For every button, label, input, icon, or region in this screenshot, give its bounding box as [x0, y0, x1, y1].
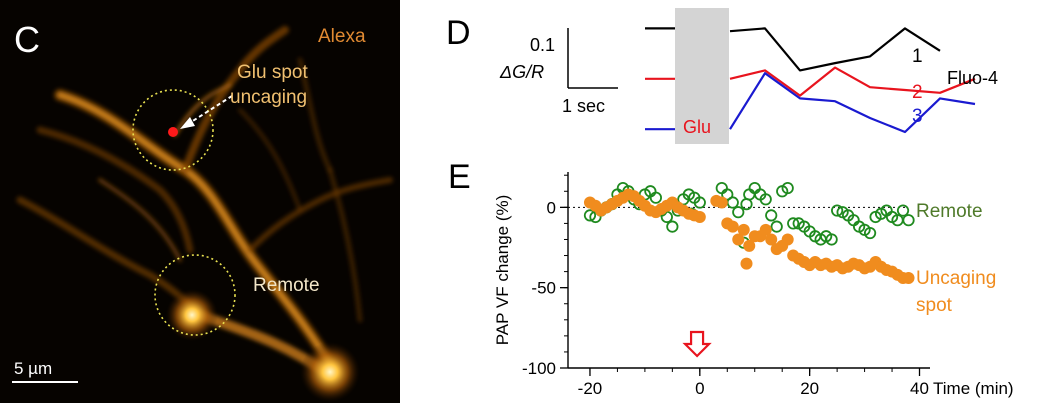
remote-point: [715, 181, 728, 195]
panel-e: E 0 -50 -100 -20 0 20 40 Time (min) PAP VF chang…: [448, 158, 1014, 398]
time-scale-label: 1 sec: [562, 96, 605, 116]
panel-c-letter: C: [14, 19, 40, 60]
panel-e-letter: E: [448, 158, 471, 196]
series-label-remote: Remote: [916, 201, 983, 222]
remote-point: [721, 188, 734, 201]
scale-bar-label: 5 µm: [14, 359, 52, 378]
uncaging-label: uncaging: [230, 87, 307, 108]
remote-point: [649, 191, 662, 204]
trace-label-2: 2: [912, 82, 923, 103]
x-tick-label: 20: [800, 379, 819, 398]
dashed-arrow-icon: [180, 95, 233, 129]
panel-c: C Alexa Glu spot uncaging Remote 5 µm: [0, 0, 400, 403]
trace-label-1: 1: [912, 46, 923, 67]
remote-point: [726, 196, 739, 209]
glu-stimulus-box: [675, 8, 729, 144]
trace-label-3: 3: [912, 106, 923, 127]
uncaging-point: [781, 233, 794, 246]
remote-point: [902, 214, 915, 227]
remote-point: [765, 209, 778, 222]
y-tick-label: 0: [547, 198, 556, 217]
bright-soma-bottom: [300, 342, 360, 402]
remote-point: [770, 220, 783, 233]
uncaging-point: [726, 220, 739, 233]
uncaging-point: [740, 257, 753, 270]
x-tick-label: -20: [578, 379, 603, 398]
uncaging-point: [693, 210, 706, 223]
glu-spot-label: Glu spot: [237, 62, 308, 83]
indicator-label: Fluo-4: [947, 68, 998, 88]
series-uncaging-spot: [583, 188, 915, 285]
remote-point: [743, 188, 756, 201]
remote-point: [693, 196, 706, 209]
x-axis-title: Time (min): [933, 379, 1014, 398]
remote-point: [666, 220, 679, 233]
amplitude-scale-unit: ΔG/R: [499, 62, 544, 82]
remote-point: [896, 204, 910, 217]
remote-point: [660, 210, 673, 224]
series-label-uncaging-line-1: Uncaging: [916, 268, 996, 289]
remote-point: [583, 209, 597, 222]
uncaging-point: [902, 272, 915, 285]
remote-point: [781, 181, 794, 195]
uncaging-time-arrow-icon: [682, 330, 712, 358]
x-tick-label: 0: [695, 379, 704, 398]
uncaging-point: [732, 233, 745, 246]
uncaging-region-circle: [132, 89, 214, 171]
x-tick-label: 40: [910, 379, 929, 398]
uncaging-point: [765, 233, 778, 246]
y-tick-label: -100: [522, 359, 556, 378]
remote-point: [748, 181, 761, 195]
calcium-traces: 1 2 3: [645, 27, 976, 134]
trace-1: [645, 27, 941, 72]
remote-region-circle: [154, 254, 236, 336]
bright-soma-remote: [166, 289, 218, 341]
trace-1-line: [729, 27, 941, 72]
trace-2: [645, 66, 976, 97]
panel-d-letter: D: [446, 14, 471, 52]
uncaging-spot-marker: [168, 127, 178, 137]
remote-region-label: Remote: [253, 275, 320, 296]
glu-stimulus-label: Glu: [683, 117, 711, 137]
remote-point: [863, 226, 877, 240]
y-tick-label: -50: [531, 279, 556, 298]
trace-3: [645, 72, 976, 134]
volume-fraction-plot: 0 -50 -100 -20 0 20 40 Time (min) PAP VF change …: [493, 172, 1014, 398]
panel-d: D 0.1 ΔG/R 1 sec Glu 1 2 3 Fluo-4: [446, 8, 998, 144]
uncaging-point: [715, 196, 728, 209]
y-axis-title: PAP VF change (%): [493, 195, 512, 346]
remote-point: [732, 206, 745, 219]
uncaging-point: [737, 223, 750, 236]
remote-point: [787, 217, 800, 230]
series-remote: [583, 181, 915, 249]
amplitude-scale-value: 0.1: [530, 35, 555, 55]
remote-point: [825, 233, 838, 246]
series-label-uncaging-line-2: spot: [916, 295, 953, 316]
trace-3-line: [729, 72, 976, 134]
uncaging-point: [759, 223, 772, 236]
remote-point: [831, 204, 844, 217]
channel-label: Alexa: [318, 26, 366, 47]
trace-2-line: [729, 66, 976, 97]
uncaging-point: [743, 239, 756, 252]
remote-point: [759, 193, 772, 206]
